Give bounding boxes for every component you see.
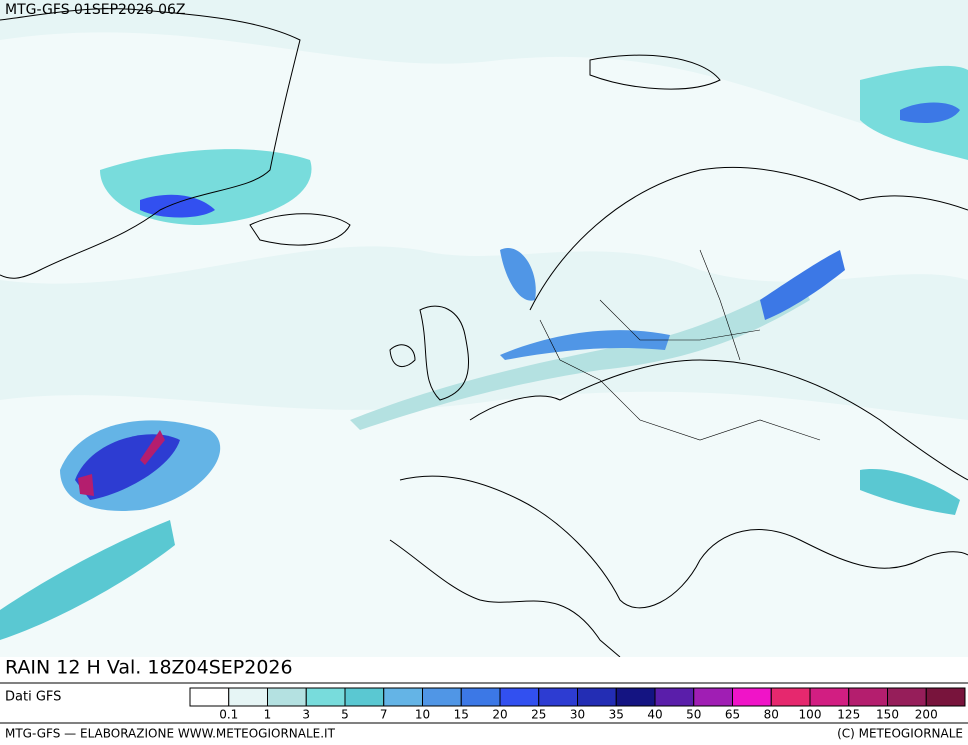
legend-label: 80 [764,708,779,722]
legend-swatch [305,687,346,707]
legend-swatch [770,687,811,707]
legend-label: 65 [725,708,740,722]
legend-label: 10 [415,708,430,722]
legend-swatch [460,687,501,707]
legend-label: 100 [799,708,822,722]
legend-swatch [693,687,733,707]
header-title: MTG-GFS 01SEP2026 06Z [5,2,186,18]
legend-swatch [344,687,385,707]
caption: RAIN 12 H Val. 18Z04SEP2026 [5,657,293,679]
legend-label: 125 [837,708,860,722]
legend-swatch [538,687,578,707]
legend: 0.1 1 3 5 7 10 15 20 25 30 35 40 50 65 80 100 125 150 200 [189,687,966,722]
legend-swatch [848,687,888,707]
precipitation [0,0,968,640]
legend-swatch [809,687,850,707]
legend-swatch [925,687,966,707]
legend-source: Dati GFS [5,690,61,705]
legend-label: 150 [876,708,899,722]
legend-swatch [615,687,656,707]
legend-swatch [422,687,462,707]
legend-swatch [577,687,617,707]
legend-label: 5 [341,708,349,722]
legend-label: 35 [609,708,624,722]
legend-label: 30 [570,708,585,722]
legend-label: 50 [686,708,701,722]
legend-label: 200 [915,708,938,722]
legend-label: 0.1 [219,708,238,722]
legend-label: 3 [302,708,310,722]
legend-swatch [228,687,268,707]
legend-swatch [499,687,540,707]
legend-label: 25 [531,708,546,722]
legend-swatch [189,687,230,707]
legend-swatch [887,687,927,707]
footer-right: (C) METEOGIORNALE [837,727,963,741]
footer-left: MTG-GFS — ELABORAZIONE WWW.METEOGIORNALE… [5,727,336,741]
legend-label: 40 [647,708,662,722]
legend-label: 7 [380,708,388,722]
legend-swatch [383,687,423,707]
coastlines [0,8,968,658]
legend-label: 15 [454,708,469,722]
legend-swatch [732,687,772,707]
legend-label: 1 [264,708,272,722]
legend-swatch [267,687,307,707]
legend-label: 20 [492,708,507,722]
legend-swatch [654,687,695,707]
